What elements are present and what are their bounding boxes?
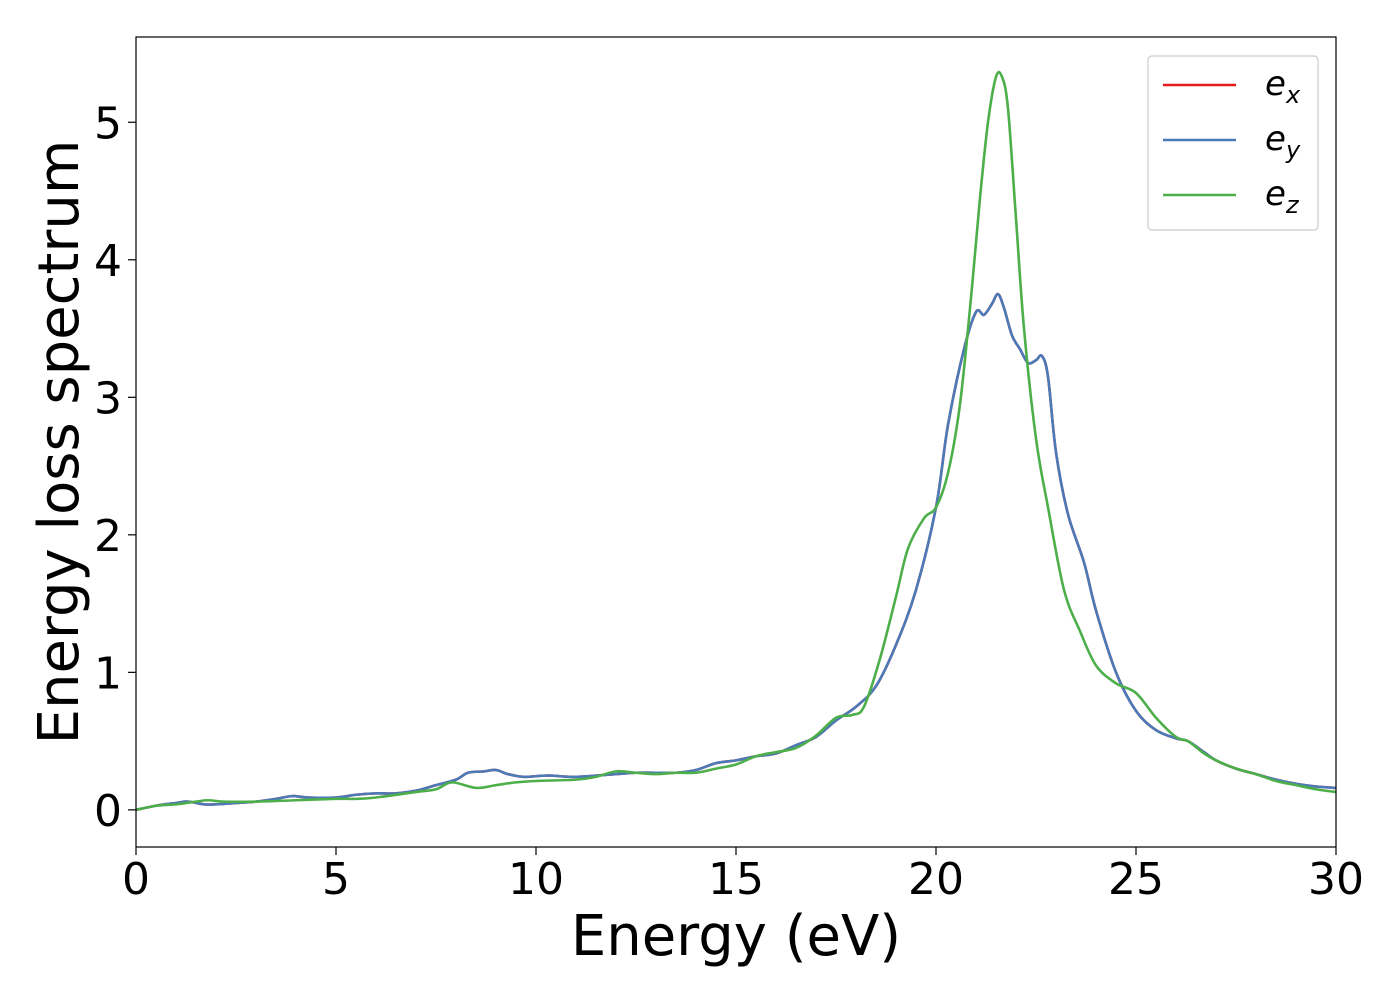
x-tick-label: 15 [708,854,764,905]
y-tick-label: 0 [94,786,122,837]
x-tick-label: 20 [908,854,964,905]
legend-box [1147,55,1319,231]
legend: e xe ye z [1147,55,1319,231]
x-tick-label: 10 [508,854,564,905]
x-tick-label: 25 [1108,854,1164,905]
x-axis-title: Energy (eV) [571,904,901,969]
y-axis: 0 1 2 3 4 5 [94,98,136,837]
y-axis-title: Energy loss spectrum [27,140,92,745]
series-line-y [136,292,1336,812]
x-tick-label: 0 [122,854,150,905]
y-tick-label: 3 [94,373,122,424]
legend-label-y: e [1265,119,1286,159]
y-tick-label: 2 [94,511,122,562]
legend-items: e xe ye z [1163,64,1301,219]
series-line-z [136,70,1336,812]
x-tick-label: 30 [1308,854,1364,905]
legend-label-x: e [1265,64,1286,104]
y-tick-label: 4 [94,236,122,287]
legend-subscript-z: z [1285,191,1300,219]
series-line-x [136,292,1336,812]
legend-label-z: e [1265,174,1286,214]
legend-subscript-y: y [1285,136,1301,164]
y-tick-label: 5 [94,98,122,149]
x-tick-label: 5 [322,854,350,905]
y-tick-label: 1 [94,648,122,699]
series-layer [136,70,1336,812]
legend-subscript-x: x [1285,81,1301,109]
x-axis: 0 5 10 15 20 25 30 [122,847,1364,905]
